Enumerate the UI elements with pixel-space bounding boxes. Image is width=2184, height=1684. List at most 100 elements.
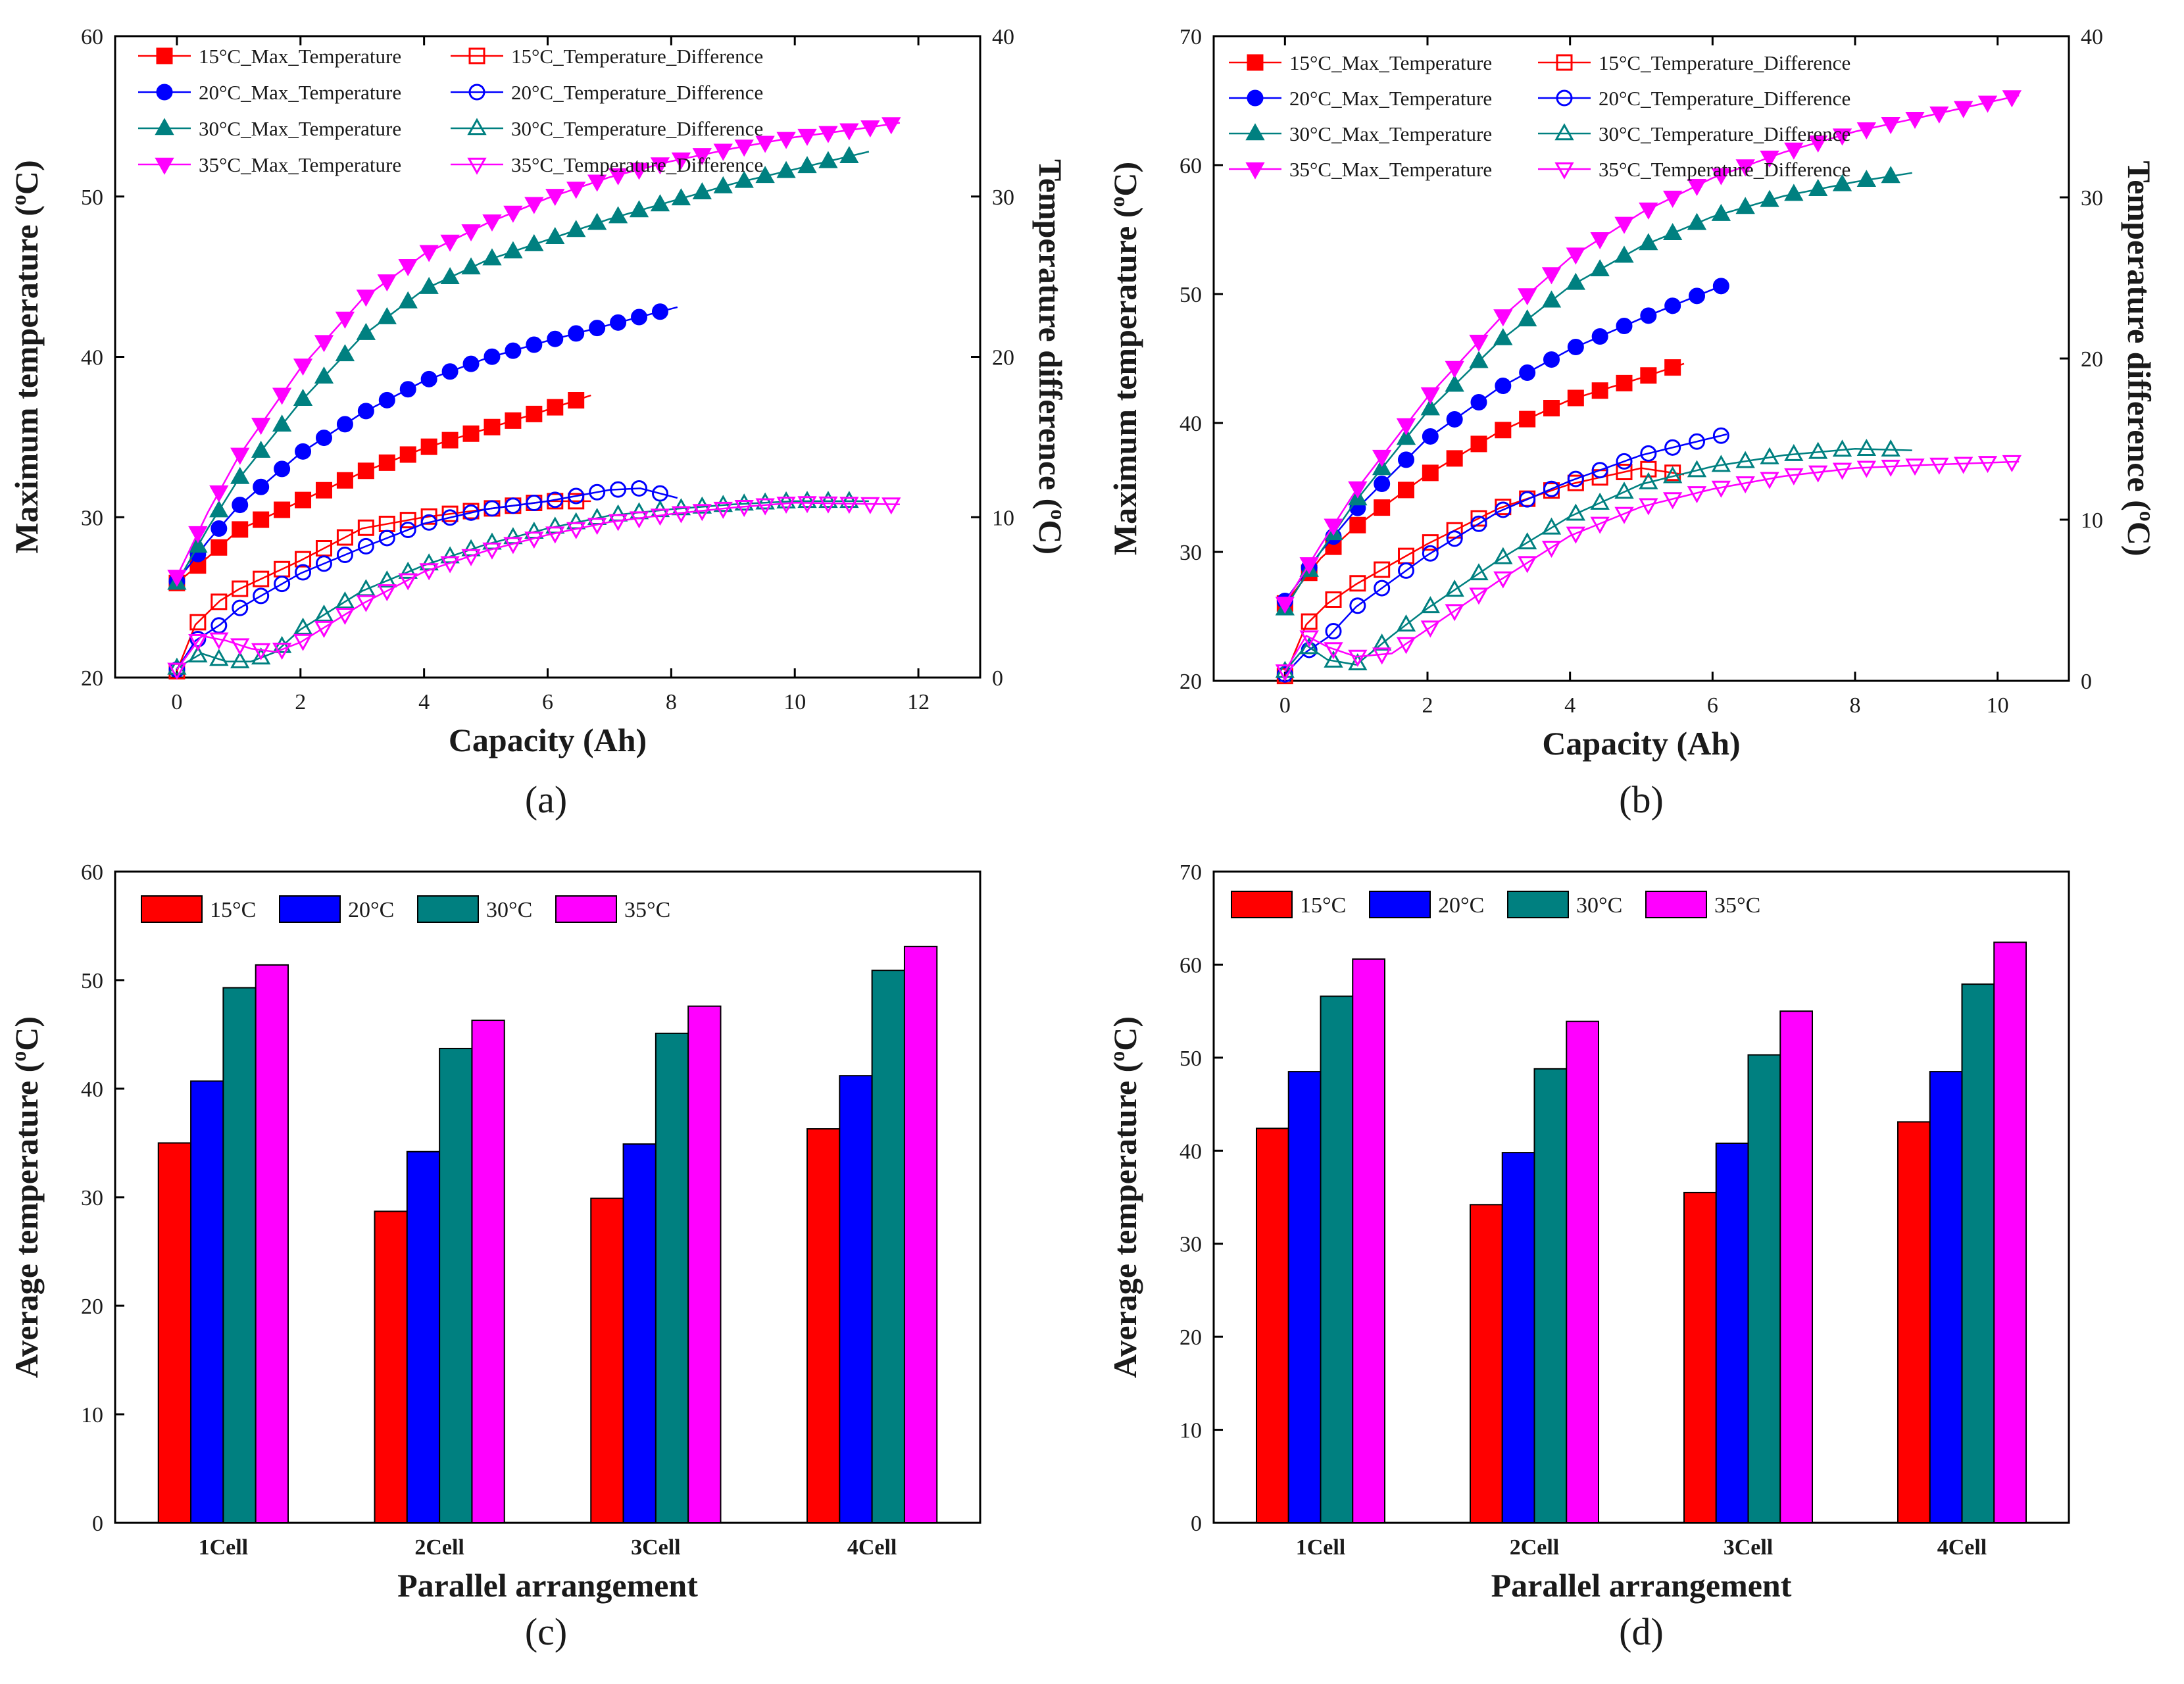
x-axis-title: Capacity (Ah) (1542, 725, 1740, 762)
data-point (272, 635, 292, 653)
data-point (503, 205, 523, 223)
data-point (1663, 466, 1683, 483)
data-point (1518, 556, 1537, 574)
data-point (1711, 455, 1731, 472)
data-point (420, 370, 437, 387)
data-point (1567, 470, 1584, 487)
data-point (1396, 418, 1416, 435)
y-tick-label: 20 (81, 666, 103, 691)
data-point (713, 495, 733, 512)
data-point (399, 522, 416, 539)
data-point (526, 405, 543, 422)
data-point (1954, 101, 1973, 118)
bar (1779, 1010, 1813, 1523)
data-point (818, 491, 838, 508)
data-point (357, 537, 374, 555)
data-point (1445, 360, 1464, 378)
data-point (1543, 480, 1560, 497)
data-point (1470, 515, 1487, 532)
data-point (314, 620, 334, 638)
data-point (167, 570, 187, 587)
data-point (818, 496, 838, 514)
bar (1256, 1127, 1289, 1524)
series-15°C_Max_Temperature (168, 392, 591, 591)
legend-marker (467, 157, 487, 175)
data-point (295, 491, 312, 508)
bar (222, 987, 257, 1524)
data-point (209, 485, 229, 503)
data-point (482, 542, 502, 560)
data-point (1324, 518, 1343, 536)
data-point (440, 234, 460, 252)
data-point (1275, 597, 1295, 614)
data-point (167, 657, 187, 675)
y-tick-label: 30 (1179, 541, 1202, 565)
x-axis-title: Parallel arrangement (1491, 1567, 1792, 1604)
data-point (505, 342, 522, 359)
y2-tick-label: 20 (2081, 347, 2103, 372)
data-point (650, 508, 670, 526)
bar (687, 1005, 722, 1523)
legend-marker (1554, 162, 1574, 180)
x-tick-label: 6 (1707, 693, 1718, 718)
data-point (251, 440, 271, 458)
legend-label: 15°C (1300, 893, 1346, 918)
y-tick-label: 30 (81, 1186, 103, 1210)
data-point (272, 387, 292, 405)
legend-label: 35°C_Max_Temperature (1289, 158, 1492, 181)
data-point (629, 162, 649, 180)
legend-swatch (1369, 891, 1431, 918)
y-axis-title: Average temperature (oC) (7, 1016, 45, 1378)
legend-marker (467, 118, 487, 136)
data-point (1640, 445, 1657, 462)
bar (1320, 995, 1354, 1523)
data-point (1663, 492, 1683, 510)
data-point (1711, 168, 1731, 186)
bar (471, 1020, 505, 1524)
y-axis-title: Maximum temperature (oC) (1105, 162, 1143, 555)
data-point (1905, 111, 1925, 129)
legend-marker (155, 157, 174, 175)
data-point (692, 182, 712, 199)
data-point (232, 497, 249, 514)
data-point (1299, 637, 1319, 655)
data-point (566, 522, 586, 539)
y-tick-label: 20 (1179, 1325, 1202, 1350)
data-point (818, 126, 838, 143)
y-tick-label: 30 (1179, 1233, 1202, 1257)
data-point (568, 493, 585, 510)
data-point (1299, 630, 1319, 648)
legend-label: 35°C (624, 898, 670, 922)
data-point (1372, 458, 1392, 476)
data-point (1856, 460, 1876, 478)
bar (1715, 1142, 1749, 1523)
data-point (1663, 190, 1683, 208)
data-point (230, 638, 250, 656)
data-point (1591, 469, 1608, 486)
data-point (1396, 428, 1416, 445)
x-tick-label: 4Cell (1937, 1535, 1987, 1560)
data-point (377, 570, 397, 588)
legend-marker (155, 118, 174, 136)
data-point (1808, 136, 1828, 153)
data-point (545, 526, 565, 544)
data-point (755, 166, 775, 184)
x-tick-label: 3Cell (1724, 1535, 1774, 1560)
data-point (295, 443, 312, 460)
bar (1683, 1191, 1717, 1524)
y-tick-label: 60 (81, 25, 103, 49)
data-point (335, 311, 355, 329)
legend-label: 30°C (486, 898, 532, 922)
data-point (1374, 499, 1391, 516)
data-point (734, 170, 754, 188)
data-point (188, 535, 208, 553)
bar (406, 1151, 441, 1523)
data-point (1689, 433, 1705, 450)
data-point (1784, 468, 1804, 485)
data-point (589, 483, 606, 501)
data-point (293, 617, 313, 635)
data-point (566, 220, 586, 237)
data-point (839, 497, 859, 514)
x-tick-label: 2 (295, 690, 306, 714)
data-point (839, 145, 859, 163)
